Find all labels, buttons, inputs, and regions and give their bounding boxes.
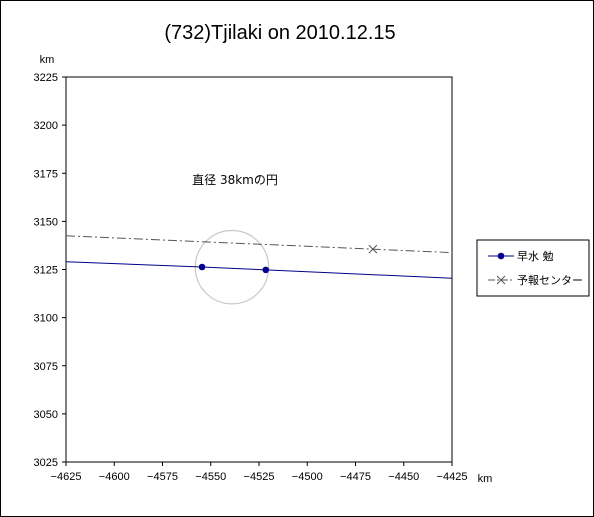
x-tick-label: −4625 [51, 471, 82, 483]
legend-marker-circle [497, 252, 505, 260]
x-tick-label: −4575 [147, 471, 178, 483]
x-tick-label: −4500 [292, 471, 323, 483]
y-tick-label: 3050 [34, 409, 58, 421]
x-tick-label: −4550 [195, 471, 226, 483]
y-tick-label: 3175 [34, 168, 58, 180]
x-tick-label: −4450 [388, 471, 419, 483]
series-1-point [262, 266, 270, 274]
y-tick-label: 3225 [34, 72, 58, 84]
x-tick-label: −4600 [99, 471, 130, 483]
series-line-2 [65, 235, 453, 254]
chart-title: (732)Tjilaki on 2010.12.15 [164, 22, 395, 44]
y-axis-unit-label: km [40, 54, 55, 66]
y-tick-label: 3025 [34, 457, 58, 469]
legend-box [476, 239, 590, 297]
circle-annotation: 直径 38kmの円 [192, 173, 278, 187]
legend-label-2: 予報センター [517, 274, 583, 287]
x-tick-label: −4525 [244, 471, 275, 483]
plot-marks [65, 229, 453, 305]
legend: 早水 勉 予報センター [476, 239, 590, 297]
x-axis: −4625 −4600 −4575 −4550 −4525 −4500 −4475 −4450… [51, 462, 468, 483]
legend-label-1: 早水 勉 [517, 249, 554, 263]
y-axis: 3025 3050 3075 3100 3125 3150 3175 3200 3225 [34, 72, 66, 469]
series-1-point [198, 263, 206, 271]
y-tick-label: 3200 [34, 120, 58, 132]
x-tick-label: −4475 [340, 471, 371, 483]
y-tick-label: 3150 [34, 216, 58, 228]
y-tick-label: 3075 [34, 361, 58, 373]
y-tick-label: 3125 [34, 265, 58, 277]
series-line-1 [65, 261, 453, 279]
series-2-point [368, 244, 378, 254]
legend-marker-x [496, 275, 506, 285]
x-axis-unit-label: km [478, 473, 493, 485]
x-tick-label: −4425 [437, 471, 468, 483]
y-tick-label: 3100 [34, 313, 58, 325]
